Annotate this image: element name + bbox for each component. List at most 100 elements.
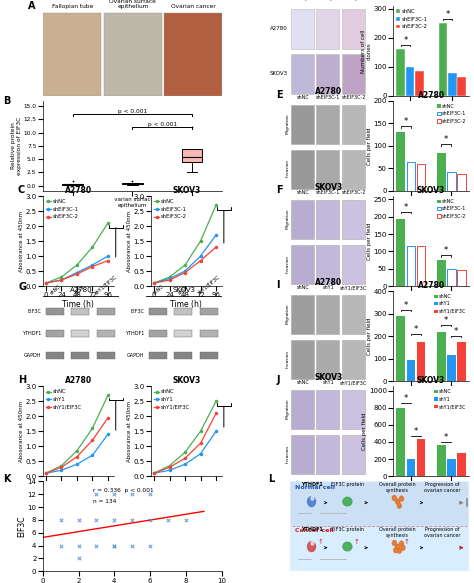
Text: Fallopian tube: Fallopian tube [52,5,93,9]
Bar [97,352,115,359]
FancyBboxPatch shape [291,526,468,570]
Text: EIF3C protein: EIF3C protein [331,482,364,487]
Text: Ovarian cancer: Ovarian cancer [171,5,216,9]
Bar [316,149,339,189]
Point [146,515,154,525]
Ellipse shape [343,542,352,551]
Bar [342,435,365,474]
Bar [46,330,64,337]
Bar [97,330,115,337]
Point [57,541,64,550]
Y-axis label: Relative protein
expression of EIF3C: Relative protein expression of EIF3C [11,117,22,175]
Bar [174,352,192,359]
Text: SKOV3: SKOV3 [270,71,288,76]
Point [128,490,136,499]
Text: shNC: shNC [296,95,309,100]
Legend: shNC, shY1, shY1/EIF3C: shNC, shY1, shY1/EIF3C [433,389,467,409]
Text: *: * [414,427,418,436]
Bar [291,199,314,239]
Text: D: D [276,0,284,2]
PathPatch shape [122,183,143,184]
Text: *: * [444,433,448,441]
Text: A2780: A2780 [70,287,92,293]
Bar [457,342,466,381]
Bar [291,149,314,189]
Text: SKOV3: SKOV3 [172,287,195,293]
Bar [396,316,405,381]
X-axis label: Time (h): Time (h) [170,300,202,308]
Bar [447,172,456,191]
Bar [407,360,415,381]
Circle shape [394,547,398,553]
Legend: shNC, shEIF3C-1, shEIF3C-2: shNC, shEIF3C-1, shEIF3C-2 [154,199,187,220]
Text: EIF3C protein: EIF3C protein [331,527,364,532]
Bar [291,295,314,334]
Circle shape [308,497,316,507]
Bar [316,435,339,474]
Circle shape [392,540,396,546]
Bar [291,104,314,143]
Point [146,490,154,499]
Text: L: L [268,474,275,484]
Bar [71,330,90,337]
Text: SKOV3: SKOV3 [314,373,342,382]
Title: SKOV3: SKOV3 [172,377,201,385]
Text: shY1: shY1 [322,285,334,290]
Bar [447,269,456,286]
FancyBboxPatch shape [288,479,471,574]
Bar [164,13,222,96]
Title: A2780: A2780 [418,91,445,100]
Text: *: * [404,203,408,212]
PathPatch shape [182,149,202,162]
Text: shEIF3C-2: shEIF3C-2 [341,95,366,100]
Text: GAPDH: GAPDH [24,353,41,358]
Text: Normal cell: Normal cell [295,486,336,490]
Bar [316,9,339,48]
Point [92,490,100,499]
Text: Migration: Migration [285,398,289,419]
Circle shape [397,503,401,508]
Text: shNC: shNC [303,0,316,2]
Bar [417,342,426,381]
Text: shEIF3C-1: shEIF3C-1 [328,0,350,2]
Text: H: H [18,375,26,385]
Bar [342,199,365,239]
Text: shY1/EIF3C: shY1/EIF3C [340,285,367,290]
Text: YTHDF1: YTHDF1 [301,527,322,532]
Y-axis label: Cells per field: Cells per field [367,127,372,164]
Bar [437,444,446,476]
Y-axis label: Numbers of cell
clones: Numbers of cell clones [361,29,372,72]
X-axis label: Time (h): Time (h) [170,490,202,499]
Point [57,515,64,525]
Title: A2780: A2780 [64,186,92,195]
Bar [457,174,466,191]
Bar [447,459,456,476]
Circle shape [396,499,400,504]
Y-axis label: Abosorance at 450nm: Abosorance at 450nm [127,210,132,272]
Text: shEIF3C-2: shEIF3C-2 [354,0,375,2]
Title: A2780: A2780 [418,282,445,290]
Bar [149,308,167,315]
Legend: shNC, shEIF3C-1, shEIF3C-2: shNC, shEIF3C-1, shEIF3C-2 [396,9,428,30]
Bar [104,13,162,96]
Bar [415,71,424,96]
FancyBboxPatch shape [291,483,468,526]
Legend: shNC, shEIF3C-1, shEIF3C-2: shNC, shEIF3C-1, shEIF3C-2 [46,199,79,220]
X-axis label: Time (h): Time (h) [62,490,94,499]
Bar [407,246,415,286]
Text: J: J [276,375,280,385]
Bar [437,153,446,191]
Text: YTHDF1: YTHDF1 [22,331,41,336]
Bar [342,104,365,143]
Text: EIF3C: EIF3C [130,309,145,314]
Bar [200,308,218,315]
Circle shape [401,545,405,550]
Text: shNC: shNC [296,285,309,290]
Circle shape [311,496,314,500]
Bar [457,271,466,286]
Bar [316,390,339,429]
Bar [43,13,101,96]
Bar [396,408,405,476]
Ellipse shape [343,497,352,506]
Text: K: K [3,474,11,484]
